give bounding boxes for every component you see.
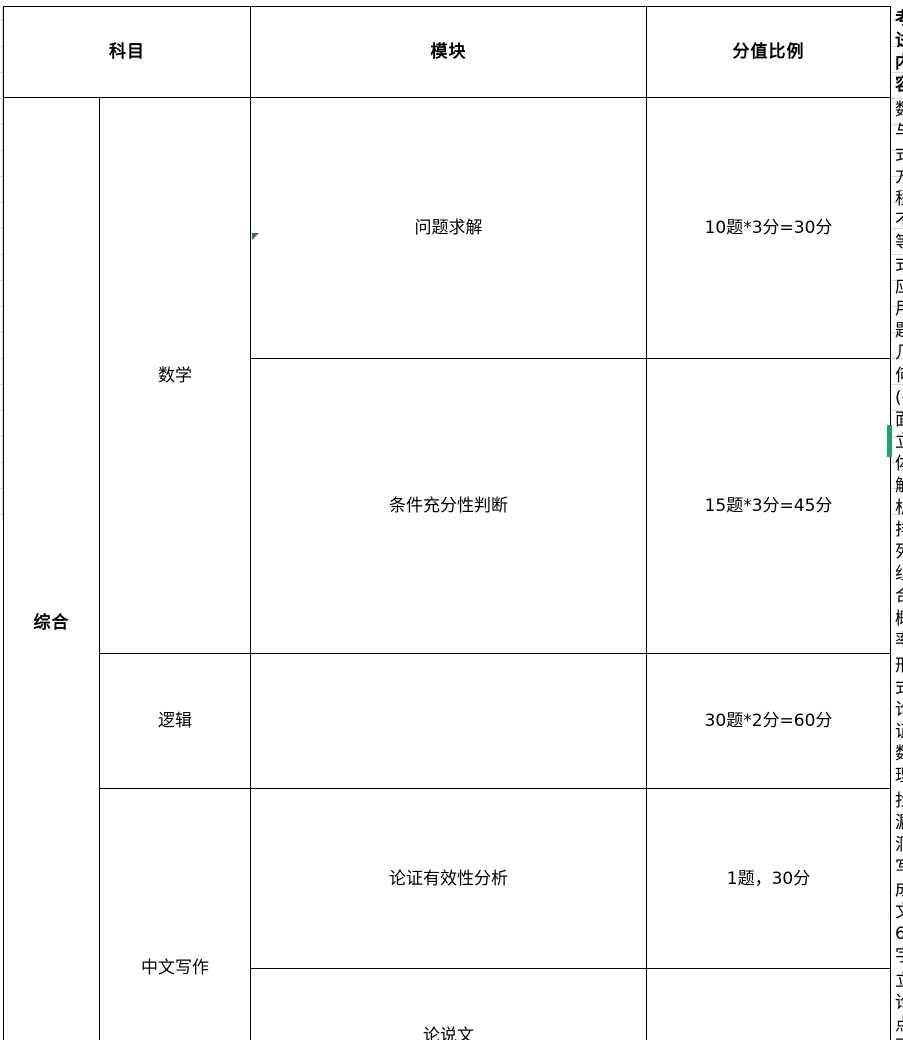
- table-row: 中文写作 论证有效性分析 1题，30分 找漏洞，写成文，600字: [4, 788, 903, 1040]
- submodule-cell-argument-analysis: 论证有效性分析: [250, 788, 647, 970]
- table-header-row: 科目 模块 分值比例 考试内容: [3, 5, 903, 99]
- submodule-cell-essay: 论说文 (命题作文＋基于材料 的自由命题): [250, 968, 647, 1040]
- module-cell-math: 数学: [99, 97, 251, 654]
- points-cell: 30题*2分=60分: [646, 652, 891, 790]
- module-cell-logic: 逻辑: [99, 652, 251, 790]
- exam-syllabus-table-wrapper: 科目 模块 分值比例 考试内容 综合 数学 问题求解 10题*3分=30分 数与…: [3, 5, 903, 1040]
- header-score-ratio: 分值比例: [646, 5, 891, 99]
- points-cell: 1题，35分: [646, 968, 891, 1040]
- points-cell: 10题*3分=30分: [646, 97, 891, 360]
- selection-indicator: [887, 425, 892, 457]
- header-subject: 科目: [3, 5, 251, 99]
- submodule-cell-problem-solving: 问题求解: [250, 97, 647, 360]
- grid-top-mask: [0, 0, 903, 7]
- exam-syllabus-table: 科目 模块 分值比例 考试内容 综合 数学 问题求解 10题*3分=30分 数与…: [3, 5, 903, 1040]
- points-cell: 1题，30分: [646, 788, 891, 970]
- points-cell: 15题*3分=45分: [646, 358, 891, 654]
- header-module: 模块: [250, 5, 647, 99]
- table-row: 综合 数学 问题求解 10题*3分=30分 数与式、方程不等式、应 用题、几何(…: [3, 97, 903, 1040]
- module-cell-chinese-writing: 中文写作: [99, 788, 251, 1040]
- submodule-line: 论说文: [423, 1026, 474, 1040]
- submodule-cell-sufficiency-judgement: 条件充分性判断: [250, 358, 647, 654]
- submodule-cell-logic-empty: [250, 652, 647, 790]
- table-row: 逻辑 30题*2分=60分 形式、论证、数理: [4, 652, 903, 790]
- subject-cell-comprehensive: 综合: [3, 97, 100, 1040]
